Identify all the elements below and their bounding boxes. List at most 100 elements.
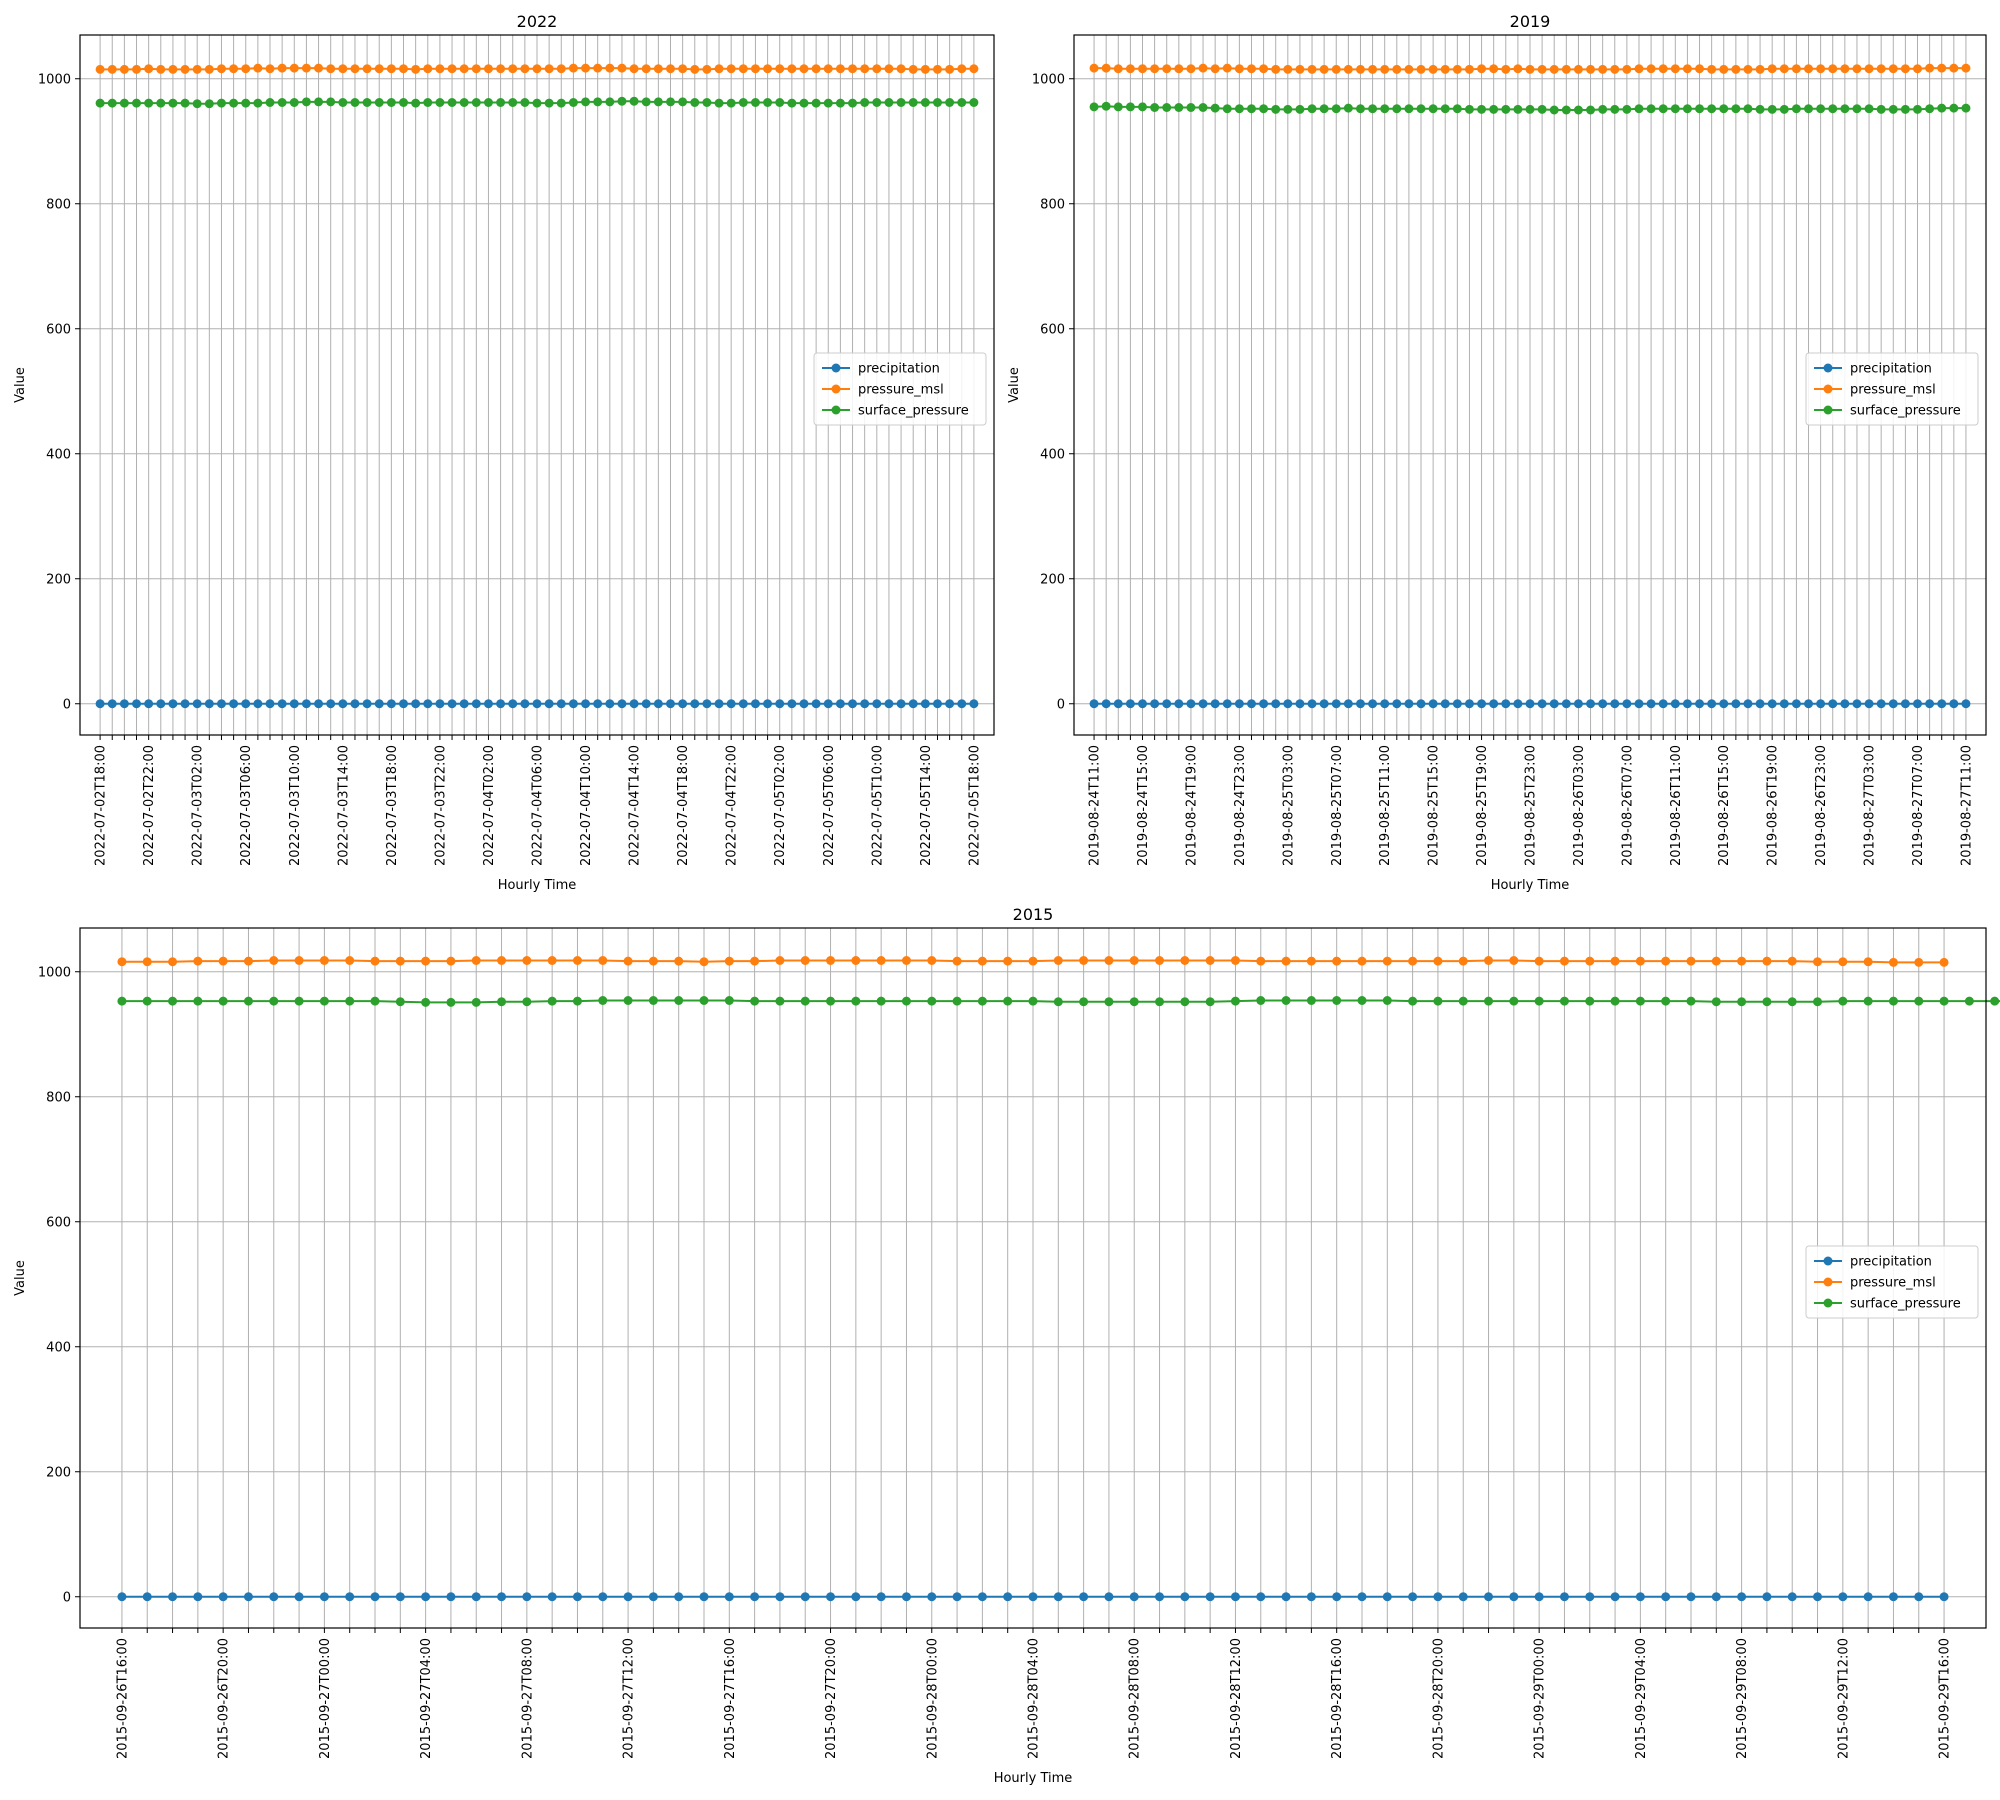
data-point-surface_pressure	[1138, 102, 1148, 112]
data-point-pressure_msl	[471, 956, 481, 965]
data-point-surface_pressure	[1838, 996, 1848, 1006]
data-point-precipitation	[1864, 699, 1874, 709]
data-point-precipitation	[1534, 1592, 1544, 1602]
data-point-pressure_msl	[629, 64, 639, 74]
data-point-surface_pressure	[1646, 104, 1656, 114]
data-point-precipitation	[738, 699, 748, 709]
data-point-pressure_msl	[1180, 956, 1190, 965]
data-point-surface_pressure	[345, 996, 355, 1006]
data-point-precipitation	[1079, 1592, 1089, 1602]
data-point-surface_pressure	[1433, 996, 1443, 1006]
data-point-precipitation	[168, 699, 178, 709]
data-point-precipitation	[1610, 699, 1620, 709]
data-point-surface_pressure	[674, 996, 684, 1005]
data-point-pressure_msl	[1838, 957, 1848, 967]
data-point-surface_pressure	[216, 98, 226, 108]
data-point-surface_pressure	[641, 97, 651, 107]
y-tick-label: 200	[1040, 572, 1065, 587]
data-point-surface_pressure	[775, 996, 785, 1006]
data-point-precipitation	[1392, 699, 1402, 709]
x-tick-label: 2019-08-26T07:00	[1620, 745, 1635, 866]
legend-label-precipitation: precipitation	[1850, 362, 1932, 377]
data-point-surface_pressure	[1307, 104, 1317, 114]
data-point-pressure_msl	[1113, 64, 1123, 74]
data-point-surface_pressure	[1610, 104, 1620, 114]
x-tick-label: 2015-09-28T16:00	[1330, 1638, 1345, 1759]
x-tick-label: 2022-07-03T06:00	[239, 745, 254, 866]
legend-label-surface_pressure: surface_pressure	[1850, 1297, 1961, 1312]
data-point-pressure_msl	[1129, 956, 1139, 965]
data-point-surface_pressure	[289, 98, 299, 107]
data-point-precipitation	[1816, 699, 1826, 709]
data-point-pressure_msl	[1464, 64, 1474, 74]
chart-panel-2015: 0 200 400 600 800 1000 2015-09-26T16:00 2015-09…	[13, 905, 2000, 1786]
data-point-pressure_msl	[1719, 64, 1729, 74]
y-axis-label: Value	[1007, 367, 1022, 403]
data-point-surface_pressure	[726, 98, 736, 108]
data-point-surface_pressure	[1707, 104, 1717, 114]
data-point-precipitation	[132, 699, 142, 709]
data-point-surface_pressure	[908, 98, 918, 107]
data-point-precipitation	[1863, 1592, 1873, 1602]
data-point-surface_pressure	[1549, 105, 1559, 115]
data-point-surface_pressure	[1534, 996, 1544, 1006]
data-point-pressure_msl	[1234, 64, 1244, 74]
data-point-surface_pressure	[617, 96, 627, 106]
data-point-surface_pressure	[1561, 105, 1571, 115]
data-point-precipitation	[1256, 1592, 1266, 1602]
data-point-surface_pressure	[142, 996, 152, 1006]
data-point-surface_pressure	[884, 98, 894, 107]
data-point-pressure_msl	[572, 956, 582, 965]
data-point-surface_pressure	[1484, 996, 1494, 1006]
data-point-pressure_msl	[1368, 64, 1378, 74]
data-point-surface_pressure	[243, 996, 253, 1006]
x-tick-label: 2022-07-05T06:00	[822, 745, 837, 866]
data-point-precipitation	[1150, 699, 1160, 709]
data-point-pressure_msl	[1104, 956, 1114, 965]
data-point-precipitation	[423, 699, 433, 709]
data-point-precipitation	[787, 699, 797, 709]
data-point-pressure_msl	[1343, 64, 1353, 74]
data-point-pressure_msl	[738, 64, 748, 74]
data-point-precipitation	[156, 699, 166, 709]
data-point-pressure_msl	[1828, 64, 1838, 74]
data-point-pressure_msl	[581, 63, 591, 73]
data-point-surface_pressure	[1003, 996, 1013, 1006]
data-point-surface_pressure	[1762, 997, 1772, 1007]
x-tick-label: 2019-08-24T11:00	[1088, 745, 1103, 866]
data-point-precipitation	[1331, 699, 1341, 709]
data-point-surface_pressure	[957, 98, 967, 107]
data-point-pressure_msl	[848, 64, 858, 74]
data-point-surface_pressure	[1525, 104, 1535, 114]
data-point-pressure_msl	[750, 64, 760, 74]
data-point-surface_pressure	[1205, 997, 1215, 1007]
data-point-pressure_msl	[1534, 956, 1544, 966]
legend-marker-precipitation	[1823, 1256, 1833, 1266]
data-point-precipitation	[1610, 1592, 1620, 1602]
data-point-pressure_msl	[1125, 64, 1135, 74]
data-point-surface_pressure	[1658, 104, 1668, 114]
data-point-surface_pressure	[192, 99, 202, 109]
data-point-precipitation	[119, 699, 129, 709]
data-point-surface_pressure	[653, 97, 663, 107]
data-point-pressure_msl	[665, 64, 675, 74]
data-point-surface_pressure	[1888, 996, 1898, 1006]
data-point-precipitation	[568, 699, 578, 709]
data-point-precipitation	[532, 699, 542, 709]
data-point-pressure_msl	[823, 64, 833, 74]
data-point-precipitation	[1382, 1592, 1392, 1602]
data-point-pressure_msl	[1804, 64, 1814, 74]
data-point-pressure_msl	[1416, 64, 1426, 74]
x-tick-label: 2015-09-26T16:00	[115, 1638, 130, 1759]
data-point-precipitation	[617, 699, 627, 709]
y-tick-label: 600	[46, 322, 71, 337]
x-tick-label: 2019-08-26T23:00	[1814, 745, 1829, 866]
data-point-pressure_msl	[1428, 64, 1438, 74]
data-point-surface_pressure	[1610, 996, 1620, 1006]
data-point-surface_pressure	[1961, 103, 1971, 113]
data-point-precipitation	[117, 1592, 127, 1602]
data-point-precipitation	[1635, 1592, 1645, 1602]
data-point-pressure_msl	[1458, 956, 1468, 966]
data-point-pressure_msl	[641, 64, 651, 74]
data-point-surface_pressure	[1198, 103, 1208, 112]
